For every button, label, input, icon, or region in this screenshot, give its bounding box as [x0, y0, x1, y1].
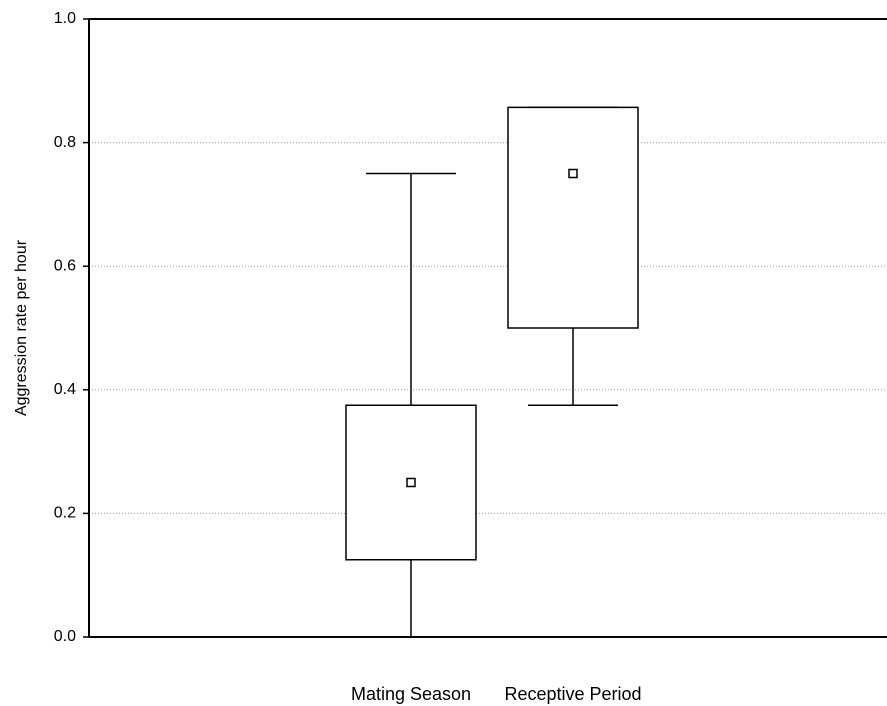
- boxes: [345, 106, 639, 638]
- category-label: Mating Season: [351, 684, 471, 704]
- y-tick-label: 0.2: [54, 505, 76, 522]
- category-label: Receptive Period: [504, 684, 641, 704]
- y-tick-label: 0.8: [54, 134, 76, 151]
- y-ticks: 0.0 0.2 0.4 0.6 0.8 1.0: [54, 10, 89, 645]
- y-tick-label: 0.0: [54, 628, 76, 645]
- mean-marker: [568, 168, 578, 179]
- y-tick-label: 1.0: [54, 10, 76, 27]
- y-tick-label: 0.6: [54, 257, 76, 274]
- y-tick-label: 0.4: [54, 381, 76, 398]
- y-axis-title: Aggression rate per hour: [13, 239, 30, 416]
- box-iqr: [507, 106, 639, 329]
- mean-marker: [406, 477, 416, 488]
- axes: [88, 18, 887, 638]
- category-labels: Mating Season Receptive Period: [351, 684, 642, 704]
- grid-lines: [89, 142, 887, 514]
- box-0: [345, 172, 477, 638]
- box-1: [507, 106, 639, 406]
